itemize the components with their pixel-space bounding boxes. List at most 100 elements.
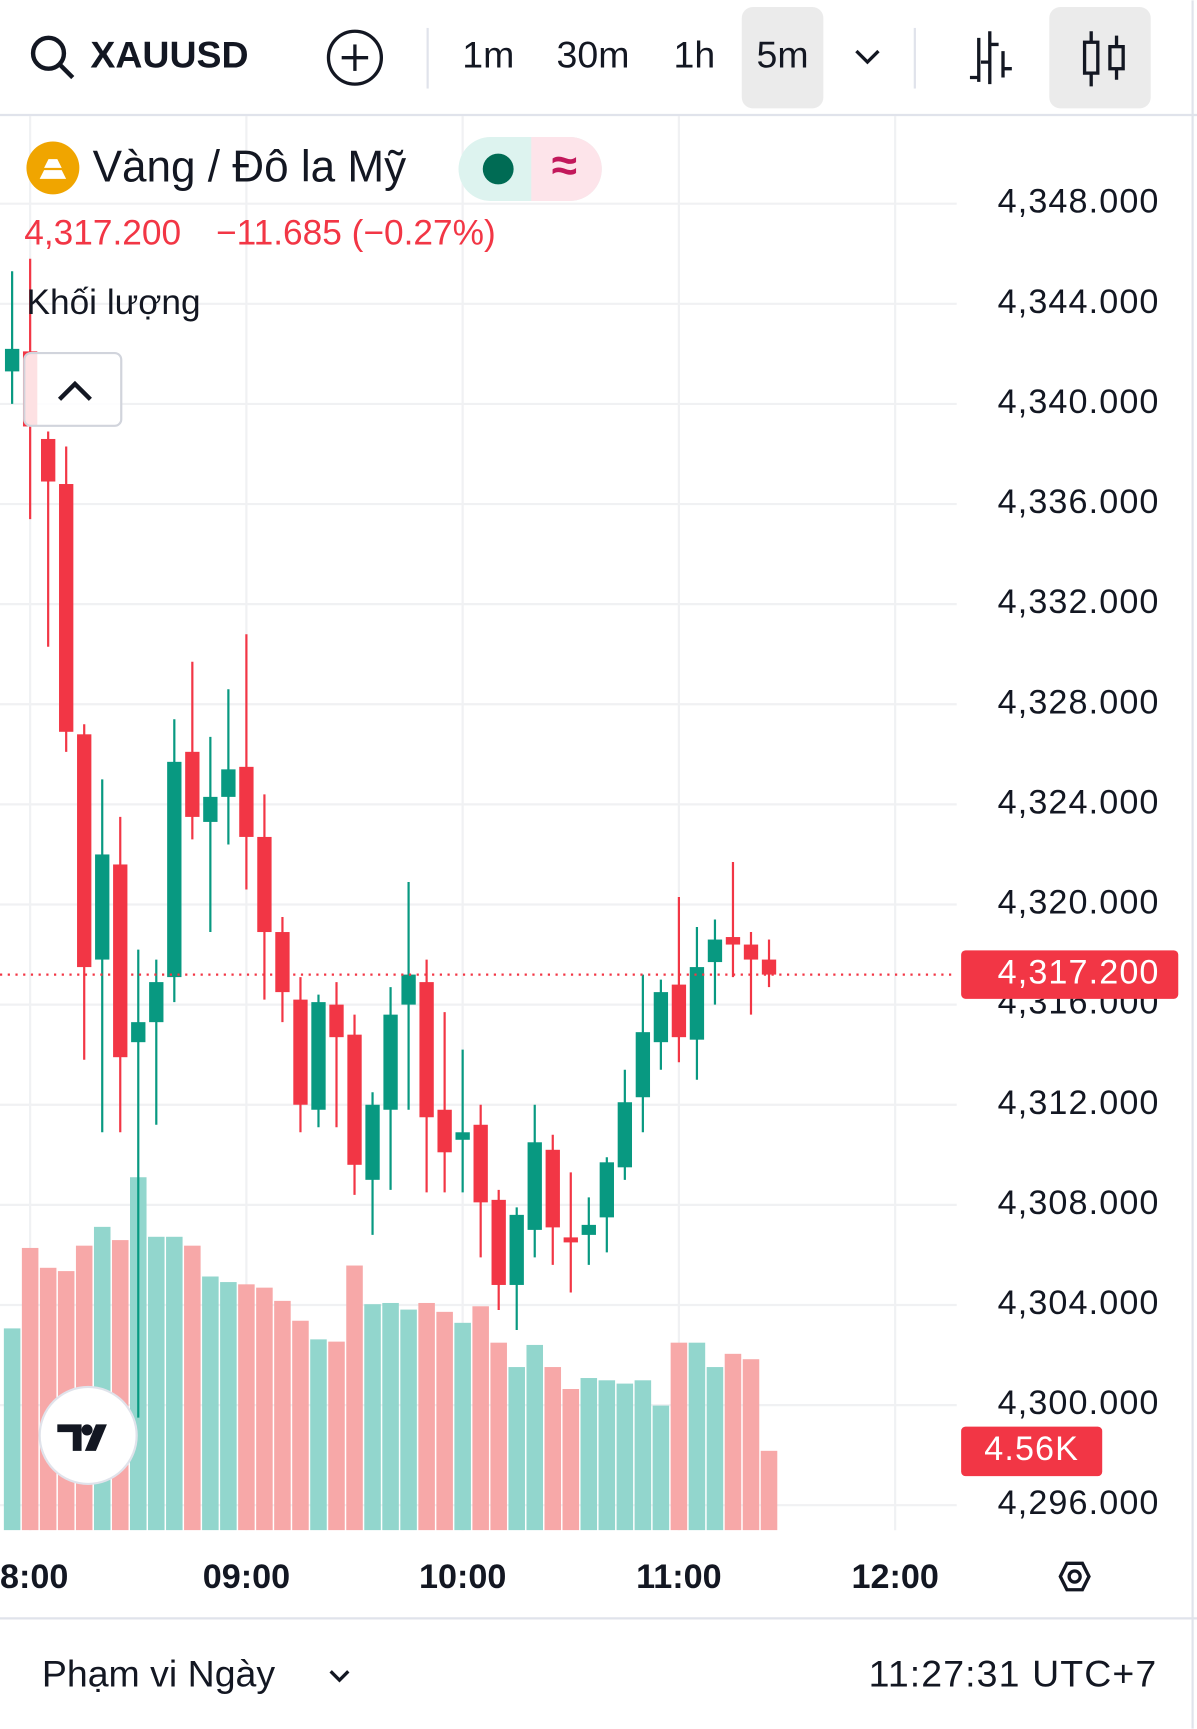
candle-body xyxy=(761,959,777,975)
x-tick-label: 12:00 xyxy=(851,1558,938,1596)
interval-selected xyxy=(741,6,824,109)
price-axis: 4,348.000 4,344.000 4,340.000 4,336.000 4,33… xyxy=(0,183,1179,1596)
candle-body xyxy=(41,438,56,482)
symbol[interactable]: XAUUSD xyxy=(90,34,248,76)
volume-bar xyxy=(508,1367,525,1531)
candle-body xyxy=(383,1014,398,1110)
candle-body xyxy=(329,1004,344,1038)
volume-bar xyxy=(3,1328,21,1531)
volume-bar xyxy=(39,1267,57,1531)
status-pill-right xyxy=(531,137,602,201)
toolbar xyxy=(0,0,1197,115)
volume-bar xyxy=(274,1300,291,1531)
y-tick-label: 4,344.000 xyxy=(998,283,1160,321)
candle-body xyxy=(473,1124,488,1203)
candle-body xyxy=(707,939,723,963)
symbol-logo xyxy=(26,141,80,195)
volume-bar xyxy=(616,1383,634,1531)
volume-bar xyxy=(202,1276,219,1531)
delayed-icon: ≈ xyxy=(552,139,577,191)
candle-body xyxy=(599,1162,614,1218)
interval[interactable]: 30m xyxy=(557,34,630,76)
candle-body xyxy=(131,1022,146,1043)
last-price: 4,317.200 xyxy=(24,213,181,252)
interval[interactable]: 1h xyxy=(674,34,716,76)
volume-bar xyxy=(382,1302,399,1531)
chart-title: Vàng / Đô la Mỹ xyxy=(93,143,407,192)
tv-logo[interactable] xyxy=(38,1385,138,1486)
candle-body xyxy=(311,1002,326,1110)
candle-body xyxy=(149,982,164,1023)
volume-bar xyxy=(292,1320,309,1531)
volume-legend: Khối lượng xyxy=(26,283,200,322)
volume-label: 4.56K xyxy=(984,1430,1079,1468)
interval[interactable]: 5m xyxy=(757,34,809,76)
candle-body xyxy=(77,734,92,968)
market-open-dot xyxy=(482,153,514,185)
candle-body xyxy=(113,864,128,1058)
candle-body xyxy=(275,932,290,993)
y-tick-label: 4,324.000 xyxy=(998,783,1160,821)
volume-bar xyxy=(310,1339,327,1531)
range-selector[interactable]: Phạm vi Ngày xyxy=(42,1653,275,1695)
y-tick-label: 4,336.000 xyxy=(998,483,1160,521)
volume-bar xyxy=(220,1282,237,1531)
volume-bar xyxy=(706,1367,724,1531)
volume-bar xyxy=(760,1450,778,1531)
y-tick-label: 4,348.000 xyxy=(998,183,1160,221)
search-icon[interactable] xyxy=(30,35,75,80)
candle-style-selected[interactable] xyxy=(1049,6,1151,109)
y-tick-label: 4,332.000 xyxy=(998,583,1160,621)
collapse-icon xyxy=(57,380,92,401)
volume-bar xyxy=(93,1226,111,1531)
candle-body xyxy=(455,1132,470,1140)
candle-body xyxy=(95,854,110,960)
candle-body xyxy=(239,766,254,837)
candle-body xyxy=(635,1032,651,1098)
candle-body xyxy=(203,796,218,822)
last-price-label: 4,317.200 xyxy=(998,954,1160,992)
y-tick-label: 4,340.000 xyxy=(998,383,1160,421)
candle-body xyxy=(293,999,308,1105)
plot xyxy=(0,258,957,1531)
volume-tag xyxy=(961,1426,1103,1477)
volume-bar xyxy=(472,1306,489,1531)
interval[interactable]: 1m xyxy=(462,34,514,76)
candle-body xyxy=(185,751,200,817)
candle-body xyxy=(653,992,669,1043)
candle-body xyxy=(419,982,434,1118)
clock: 11:27:31 UTC+7 xyxy=(869,1653,1158,1695)
bar-style-icon[interactable] xyxy=(969,31,1012,85)
candle-body xyxy=(167,761,182,978)
range-dropdown[interactable] xyxy=(329,1670,350,1683)
volume-bar xyxy=(21,1247,39,1531)
candle-body xyxy=(563,1237,578,1243)
settings-icon[interactable] xyxy=(1058,1561,1091,1592)
candle-body xyxy=(671,984,687,1038)
candle-body xyxy=(527,1142,542,1230)
y-tick-label: 4,308.000 xyxy=(998,1184,1160,1222)
candle-body xyxy=(509,1214,524,1285)
collapse-button[interactable] xyxy=(23,351,123,427)
y-tick-label: 4,296.000 xyxy=(998,1484,1160,1522)
volume-bar xyxy=(364,1304,381,1531)
volume-bar xyxy=(166,1236,183,1531)
candle-body xyxy=(689,967,705,1040)
candle-body xyxy=(365,1104,380,1180)
interval-dropdown[interactable] xyxy=(855,49,880,65)
volume-bar xyxy=(724,1353,742,1531)
volume-bar xyxy=(742,1359,760,1531)
candle-body xyxy=(617,1102,633,1168)
volume-bar xyxy=(688,1342,706,1531)
y-tick-label: 4,328.000 xyxy=(998,683,1160,721)
last-price-tag xyxy=(961,950,1179,999)
add-button[interactable] xyxy=(326,29,384,86)
volume-bar xyxy=(400,1309,417,1531)
volume-bar xyxy=(418,1302,435,1531)
candle-body xyxy=(4,348,20,372)
y-tick-label: 4,300.000 xyxy=(998,1384,1160,1422)
y-tick-label: 4,320.000 xyxy=(998,884,1160,922)
volume-bar xyxy=(544,1367,562,1531)
candle-body xyxy=(347,1034,362,1165)
